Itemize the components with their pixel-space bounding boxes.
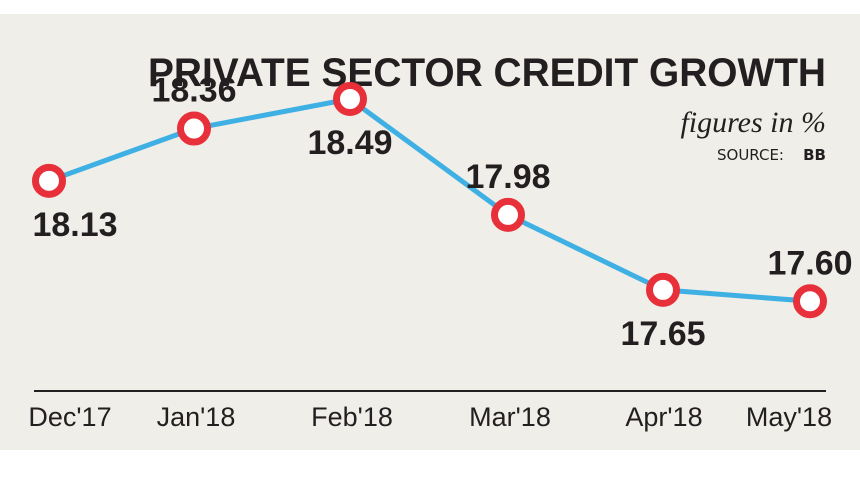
x-tick-label-3: Mar'18 <box>469 402 551 432</box>
data-point-2 <box>333 82 367 116</box>
data-label-4: 17.65 <box>620 315 705 353</box>
data-point-4 <box>646 272 680 307</box>
x-tick-label-5: May'18 <box>746 402 832 432</box>
data-label-0: 18.13 <box>32 206 117 244</box>
data-label-3: 17.98 <box>465 158 550 196</box>
source-label: SOURCE: <box>717 146 784 164</box>
data-label-layer: 18.13 18.36 18.49 17.98 17.65 17.60 <box>32 72 852 353</box>
series-line-layer <box>48 96 811 304</box>
chart-title: PRIVATE SECTOR CREDIT GROWTH <box>148 51 826 95</box>
x-tick-label-0: Dec'17 <box>28 402 111 432</box>
data-label-2: 18.49 <box>307 124 392 162</box>
data-label-5: 17.60 <box>767 244 852 282</box>
x-tick-label-2: Feb'18 <box>311 402 393 432</box>
marker-layer <box>32 82 827 319</box>
x-tick-label-1: Jan'18 <box>157 402 236 432</box>
data-point-5 <box>793 284 827 319</box>
data-point-3 <box>491 197 525 232</box>
chart-svg: PRIVATE SECTOR CREDIT GROWTH figures in … <box>28 51 852 432</box>
source-value: BB <box>803 146 826 164</box>
data-label-1: 18.36 <box>151 72 236 110</box>
data-point-0 <box>32 163 66 198</box>
chart-subtitle: figures in % <box>680 106 826 139</box>
x-tick-label-4: Apr'18 <box>625 402 702 432</box>
series-line <box>48 96 811 304</box>
x-tick-label-layer: Dec'17 Jan'18 Feb'18 Mar'18 Apr'18 May'18 <box>28 402 832 432</box>
data-point-1 <box>177 111 211 146</box>
chart-panel: PRIVATE SECTOR CREDIT GROWTH figures in … <box>0 14 860 450</box>
